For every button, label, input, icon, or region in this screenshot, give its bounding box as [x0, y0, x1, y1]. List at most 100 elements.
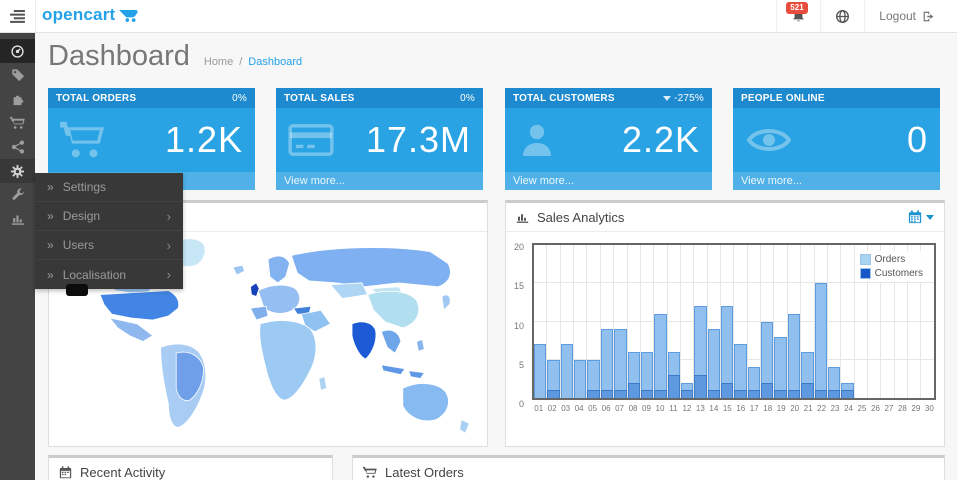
- breadcrumb-current[interactable]: Dashboard: [248, 56, 303, 68]
- submenu-item-settings[interactable]: » Settings: [35, 173, 183, 202]
- page-title: Dashboard: [48, 40, 190, 72]
- credit-card-icon: [288, 122, 334, 158]
- chart-column: [654, 245, 668, 398]
- x-axis-label: 12: [682, 404, 692, 413]
- tile-header: TOTAL ORDERS 0%: [48, 88, 255, 108]
- customers-bar: [694, 375, 707, 398]
- date-range-button[interactable]: [908, 210, 934, 224]
- map-mexico: [108, 317, 154, 342]
- customers-bar: [680, 390, 694, 398]
- submenu-item-design[interactable]: » Design ›: [35, 202, 183, 231]
- view-more-link[interactable]: View more...: [276, 172, 483, 190]
- menu-toggle-button[interactable]: [0, 0, 36, 32]
- sales-chart-xlabels: 01 02 03 04 05 06 07 08 09 10 11 12 13 14 15 16 17 18 19 20…: [532, 404, 936, 413]
- y-axis-label: 5: [518, 359, 524, 370]
- tile-header: TOTAL CUSTOMERS -275%: [505, 88, 712, 108]
- y-axis-label: 10: [513, 320, 524, 331]
- map-australia: [402, 383, 449, 422]
- sidebar-item-dashboard[interactable]: [0, 39, 35, 63]
- sidebar-item-catalog[interactable]: [0, 63, 35, 87]
- chart-column: [881, 245, 895, 398]
- customers-bar: [654, 390, 667, 398]
- opencart-logo[interactable]: opencart: [42, 5, 141, 25]
- chart-column: [855, 245, 868, 398]
- x-axis-label: 10: [655, 404, 665, 413]
- chart-column: [908, 245, 922, 398]
- orders-bar: [614, 329, 627, 398]
- customers-bar: [627, 382, 640, 398]
- map-africa: [259, 320, 317, 401]
- orders-bar: [654, 313, 667, 398]
- view-more-link[interactable]: View more...: [733, 172, 940, 190]
- y-axis-label: 15: [513, 281, 524, 292]
- chart-column: [814, 245, 828, 398]
- customers-bar: [640, 390, 654, 398]
- chart-column: [680, 245, 695, 398]
- map-zoom-control[interactable]: [66, 284, 88, 296]
- sidebar-item-sales[interactable]: [0, 111, 35, 135]
- orders-bar: [600, 329, 614, 398]
- customers-bar: [667, 375, 680, 398]
- x-axis-label: 02: [547, 404, 557, 413]
- map-russia: [290, 247, 451, 288]
- map-indonesia-east: [408, 370, 425, 379]
- customers-bar: [600, 390, 614, 398]
- sidebar-item-system[interactable]: [0, 159, 35, 183]
- sales-analytics-panel: Sales Analytics: [505, 200, 945, 447]
- calendar-icon: [59, 465, 72, 479]
- x-axis-label: 19: [776, 404, 786, 413]
- sales-chart: 0 5 10 15 20 Orders Customers 01 02 03 04 05 06 07…: [506, 232, 944, 445]
- chart-column: [747, 245, 762, 398]
- tile-header: TOTAL SALES 0%: [276, 88, 483, 108]
- caret-down-icon: [663, 95, 672, 101]
- logout-button[interactable]: Logout: [864, 0, 949, 32]
- map-philippines: [416, 338, 425, 352]
- chart-column: [895, 245, 909, 398]
- legend-item-customers: Customers: [859, 268, 923, 279]
- x-axis-label: 11: [669, 404, 678, 413]
- x-axis-label: 05: [588, 404, 598, 413]
- orders-bar: [707, 329, 721, 398]
- caret-down-icon: [926, 214, 934, 220]
- chart-column: [827, 245, 842, 398]
- map-iceland: [232, 264, 246, 276]
- x-axis-label: 14: [709, 404, 719, 413]
- chart-column: [574, 245, 588, 398]
- chart-legend: Orders Customers: [854, 251, 928, 282]
- map-middle-east: [300, 309, 332, 333]
- latest-orders-header: Latest Orders: [353, 458, 944, 480]
- x-axis-label: 09: [642, 404, 651, 413]
- x-axis-label: 03: [561, 404, 571, 413]
- submenu-item-localisation[interactable]: » Localisation ›: [35, 260, 183, 289]
- notifications-button[interactable]: 521: [776, 0, 820, 32]
- calendar-icon: [908, 210, 922, 224]
- map-kazakhstan: [329, 282, 369, 299]
- tile-change: 0%: [460, 92, 475, 104]
- recent-activity-title: Recent Activity: [80, 464, 166, 480]
- tile-total-sales: TOTAL SALES 0% 17.3M View more...: [276, 88, 483, 190]
- x-axis-label: 21: [803, 404, 813, 413]
- sidebar-item-reports[interactable]: [0, 207, 35, 231]
- page-heading: Dashboard Home / Dashboard: [48, 40, 302, 73]
- analytics-panel-title: Sales Analytics: [537, 209, 625, 225]
- breadcrumb-home[interactable]: Home: [203, 56, 234, 68]
- submenu-item-users[interactable]: » Users ›: [35, 231, 183, 260]
- legend-swatch-customers: [859, 268, 871, 279]
- sidebar-item-tools[interactable]: [0, 183, 35, 207]
- map-indochina: [380, 329, 402, 354]
- legend-swatch-orders: [859, 254, 871, 265]
- sidebar-item-extensions[interactable]: [0, 87, 35, 111]
- view-more-link[interactable]: View more...: [505, 172, 712, 190]
- orders-bar: [734, 344, 747, 398]
- store-front-button[interactable]: [820, 0, 864, 32]
- chart-column: [868, 245, 882, 398]
- dashboard-icon: [10, 44, 25, 59]
- orders-bar: [787, 313, 801, 398]
- tile-change: -275%: [663, 93, 704, 104]
- map-china: [367, 290, 420, 329]
- orders-bar: [694, 306, 707, 398]
- x-axis-label: 18: [763, 404, 773, 413]
- orders-bar: [560, 344, 574, 398]
- sidebar-item-marketing[interactable]: [0, 135, 35, 159]
- chart-column: [694, 245, 708, 398]
